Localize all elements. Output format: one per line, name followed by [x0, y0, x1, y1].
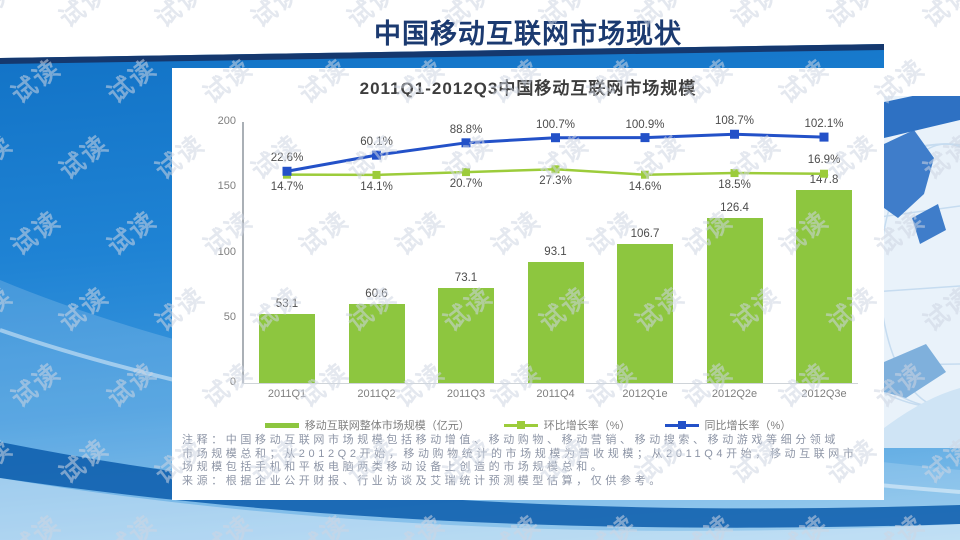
- qoq-point-label: 16.9%: [807, 153, 841, 166]
- bar: [527, 261, 584, 383]
- watermark-text: 试读: [102, 205, 163, 262]
- watermark-text: 试读: [6, 205, 67, 262]
- watermark-text: 试读: [102, 53, 163, 110]
- y-axis-tick-label: 100: [217, 245, 236, 258]
- note-line: 市场规模总和；从2012Q2开始，移动购物统计的市场规模为营收规模；从2011Q…: [182, 447, 858, 460]
- note-line: 来源：根据企业公开财报、行业访谈及艾瑞统计预测模型估算，仅供参考。: [182, 474, 664, 487]
- y-axis-tick-label: 200: [217, 115, 236, 127]
- bar: [348, 303, 405, 383]
- watermark-text: 试读: [390, 509, 451, 540]
- watermark-text: 试读: [918, 129, 960, 186]
- watermark-text: 试读: [918, 281, 960, 338]
- x-axis-tick-label: 2012Q1e: [622, 388, 668, 400]
- x-axis-tick-label: 2011Q1: [267, 388, 307, 400]
- globe-decoration: [884, 96, 960, 448]
- qoq-point-label: 14.6%: [628, 180, 662, 193]
- watermark-text: 试读: [6, 509, 67, 540]
- watermark-text: 试读: [198, 509, 259, 540]
- watermark-text: 试读: [582, 509, 643, 540]
- line-series: [282, 129, 829, 179]
- bar-value-label: 60.6: [365, 287, 388, 300]
- note-line: 场规模包括手机和平板电脑两类移动设备上创造的市场规模总和。: [182, 461, 606, 473]
- watermark-text: 试读: [0, 0, 19, 34]
- legend-item: 移动互联网整体市场规模（亿元）: [264, 417, 470, 433]
- qoq-point-label: 14.7%: [270, 180, 304, 193]
- watermark-text: 试读: [0, 281, 19, 338]
- line-legend-swatch: [503, 421, 538, 430]
- watermark-text: 试读: [54, 281, 115, 338]
- bar: [706, 218, 763, 383]
- yoy-point-label: 100.9%: [625, 118, 665, 131]
- qoq-point-label: 14.1%: [360, 180, 393, 193]
- chart-legend: 移动互联网整体市场规模（亿元） 环比增长率（%） 同比增长率（%）: [172, 417, 884, 433]
- y-axis-tick-label: 150: [217, 180, 236, 193]
- bar-legend-swatch: [264, 421, 299, 430]
- bar-value-label: 126.4: [720, 202, 749, 215]
- watermark-text: 试读: [54, 0, 115, 34]
- yoy-point-label: 60.1%: [360, 136, 393, 149]
- legend-label: 环比增长率（%）: [543, 420, 631, 432]
- yoy-point-label: 22.6%: [270, 152, 304, 165]
- x-axis-tick-label: 2012Q2e: [711, 388, 758, 400]
- chart-notes: 注释：中国移动互联网市场规模包括移动增值、移动购物、移动营销、移动搜索、移动游戏…: [182, 434, 882, 488]
- watermark-text: 试读: [6, 53, 67, 110]
- qoq-point-label: 20.7%: [449, 178, 483, 191]
- bar: [796, 190, 852, 383]
- bar: [617, 243, 673, 383]
- x-axis-tick-label: 2011Q3: [446, 388, 486, 400]
- watermark-text: 试读: [102, 357, 163, 414]
- watermark-text: 试读: [0, 433, 19, 490]
- x-axis-tick-label: 2011Q4: [536, 388, 575, 400]
- watermark-text: 试读: [918, 433, 960, 490]
- chart-title: 2011Q1-2012Q3中国移动互联网市场规模: [359, 79, 697, 98]
- bar-value-label: 147.8: [809, 174, 839, 187]
- x-axis-line: [242, 383, 858, 384]
- qoq-point-label: 27.3%: [539, 175, 572, 188]
- legend-label: 移动互联网整体市场规模（亿元）: [304, 420, 470, 432]
- yoy-point-label: 88.8%: [449, 123, 483, 136]
- legend-item: 环比增长率（%）: [503, 417, 631, 433]
- bar-value-label: 106.7: [630, 227, 660, 240]
- chart-panel: 2011Q1-2012Q3中国移动互联网市场规模 0 50 100 150 200 53.…: [172, 68, 884, 500]
- note-line: 注释：中国移动互联网市场规模包括移动增值、移动购物、移动营销、移动搜索、移动游戏…: [182, 434, 839, 446]
- x-axis-tick-label: 2011Q2: [357, 388, 396, 400]
- watermark-text: 试读: [918, 0, 960, 34]
- bar: [438, 287, 494, 383]
- qoq-point-label: 18.5%: [718, 179, 751, 192]
- bar-value-label: 93.1: [544, 245, 567, 258]
- watermark-text: 试读: [486, 509, 547, 540]
- line-legend-swatch: [664, 421, 699, 430]
- yoy-point-label: 108.7%: [714, 115, 754, 128]
- legend-label: 同比增长率（%）: [704, 420, 792, 432]
- x-axis-tick-label: 2012Q3e: [801, 388, 847, 400]
- slide-title: 中国移动互联网市场现状: [374, 19, 682, 49]
- watermark-text: 试读: [0, 129, 19, 186]
- y-axis-tick-label: 50: [223, 310, 236, 323]
- legend-item: 同比增长率（%）: [664, 417, 792, 433]
- yoy-point-label: 100.7%: [535, 118, 575, 131]
- bar-value-label: 53.1: [275, 297, 299, 310]
- yoy-point-label: 102.1%: [804, 118, 844, 131]
- watermark-text: 试读: [6, 357, 67, 414]
- bar: [259, 313, 315, 383]
- watermark-text: 试读: [774, 509, 835, 540]
- bar-value-label: 73.1: [454, 271, 478, 284]
- watermark-text: 试读: [102, 509, 163, 540]
- watermark-text: 试读: [54, 433, 115, 490]
- y-axis-line: [242, 122, 244, 383]
- watermark-text: 试读: [678, 509, 739, 540]
- watermark-text: 试读: [54, 129, 115, 186]
- watermark-text: 试读: [870, 509, 931, 540]
- watermark-text: 试读: [294, 509, 355, 540]
- y-axis-tick-label: 0: [229, 376, 236, 388]
- chart-plot-area: 0 50 100 150 200 53.1 2011Q1 60.6 2011Q2 73.1 2011…: [172, 68, 884, 500]
